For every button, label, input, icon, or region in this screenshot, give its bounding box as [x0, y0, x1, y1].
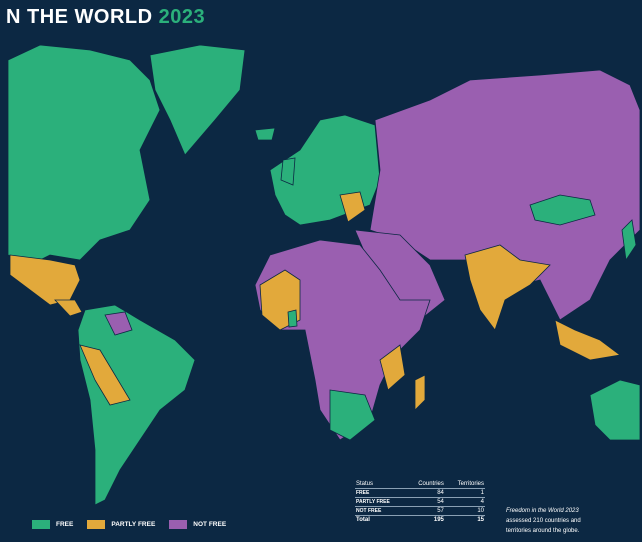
legend: FREE PARTLY FREE NOT FREE	[32, 520, 226, 529]
cell: 1	[444, 488, 485, 498]
southern-africa	[329, 389, 376, 441]
legend-item: PARTLY FREE	[87, 520, 155, 529]
caption-line: territories around the globe.	[506, 528, 580, 534]
greenland	[149, 44, 246, 156]
legend-label: NOT FREE	[193, 521, 227, 528]
iceland	[254, 127, 276, 141]
mongolia	[529, 194, 596, 226]
andes	[79, 344, 131, 406]
legend-item: NOT FREE	[169, 520, 226, 529]
title: N THE WORLD 2023	[6, 6, 205, 29]
balkans	[339, 191, 366, 223]
cell: PARTLY FREE	[355, 497, 406, 507]
header-cell: Countries	[405, 480, 445, 489]
central-america	[54, 299, 83, 317]
cell: 4	[444, 497, 485, 507]
australia	[589, 379, 641, 441]
row: NOT FREE 57 10	[355, 506, 485, 516]
summary-table: Status Countries Territories FREE 84 1 PARTLY…	[355, 480, 485, 524]
row: FREE 84 1	[355, 488, 485, 498]
cell: 57	[405, 506, 445, 516]
total-row: Total 195 15	[355, 515, 485, 524]
north-america	[7, 44, 161, 266]
legend-swatch	[32, 520, 50, 529]
title-year: 2023	[158, 6, 206, 28]
caption-line: assessed 210 countries and	[506, 518, 581, 524]
cell: FREE	[355, 488, 406, 498]
header-row: Status Countries Territories	[355, 480, 485, 489]
cell: 54	[405, 497, 445, 507]
legend-label: PARTLY FREE	[111, 521, 156, 528]
india	[464, 244, 551, 331]
row: PARTLY FREE 54 4	[355, 497, 485, 507]
russia-asia	[369, 69, 641, 321]
cell: Total	[355, 515, 406, 524]
header-cell: Territories	[444, 480, 485, 489]
legend-swatch	[87, 520, 106, 529]
header-cell: Status	[355, 480, 406, 489]
legend-swatch	[169, 520, 188, 529]
legend-item: FREE	[32, 520, 73, 529]
legend-label: FREE	[56, 521, 74, 528]
southeast-asia	[554, 319, 621, 361]
mexico	[9, 254, 81, 306]
cell: NOT FREE	[355, 506, 406, 516]
venezuela	[104, 311, 133, 336]
madagascar	[414, 374, 426, 411]
ghana	[287, 309, 298, 328]
caption: Freedom in the World 2023 assessed 210 co…	[506, 506, 581, 536]
cell: 84	[405, 488, 445, 498]
caption-title: Freedom in the World 2023	[506, 508, 579, 514]
cell: 15	[444, 515, 485, 524]
uk	[280, 157, 296, 186]
title-text: N THE WORLD	[6, 6, 153, 28]
east-africa	[379, 344, 406, 391]
cell: 195	[405, 515, 445, 524]
cell: 10	[444, 506, 485, 516]
south-america	[77, 304, 196, 506]
japan	[621, 219, 637, 262]
